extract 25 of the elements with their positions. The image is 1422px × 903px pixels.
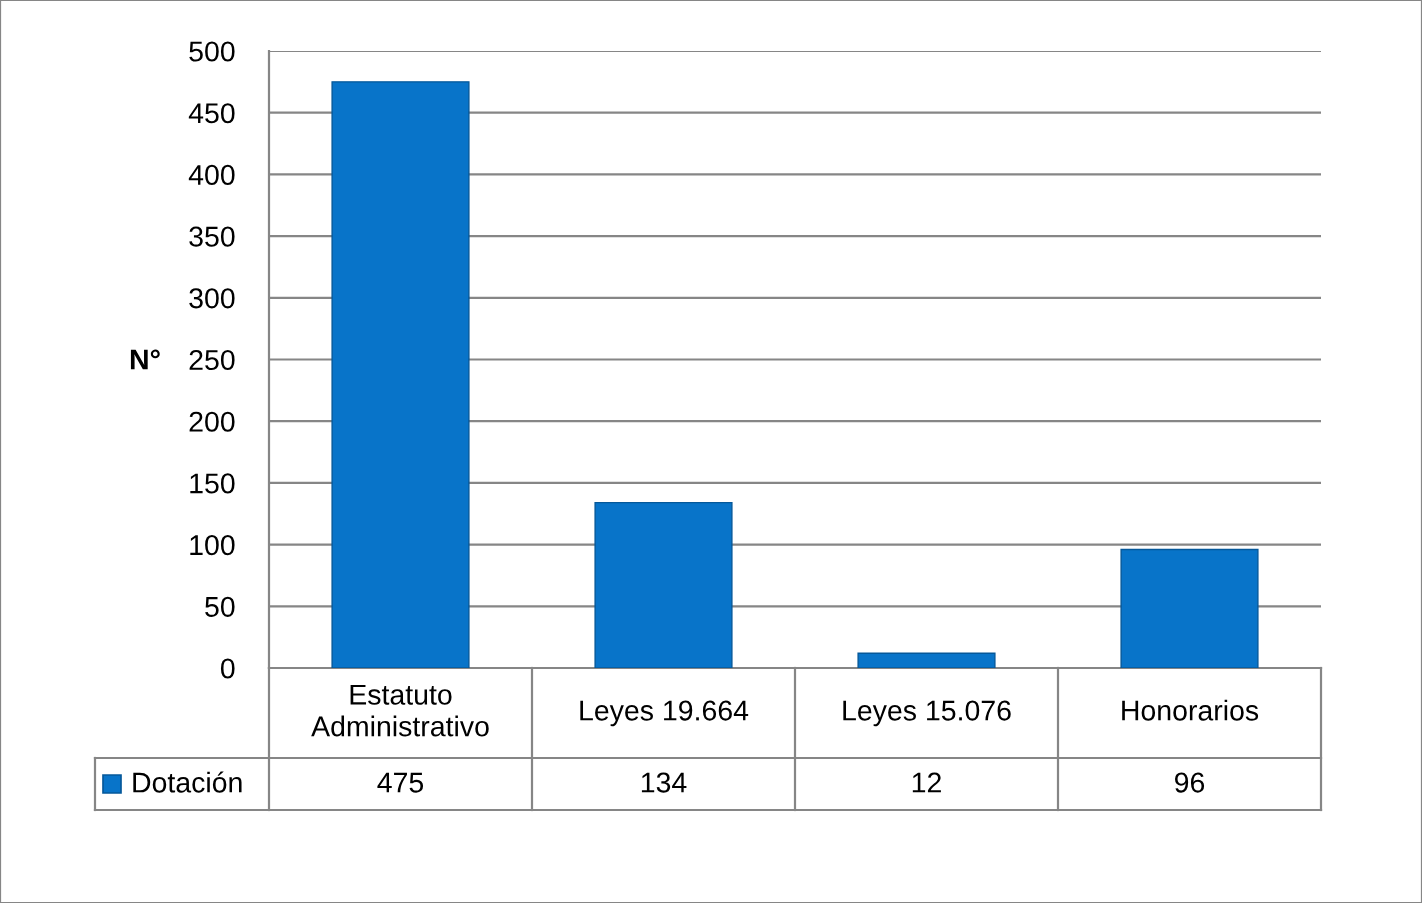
y-tick-label: 450 bbox=[188, 103, 235, 124]
y-tick-label: 100 bbox=[190, 535, 235, 556]
y-tick-label: 200 bbox=[189, 411, 235, 432]
y-tick-label: 50 bbox=[205, 596, 235, 617]
data-label: 12 bbox=[912, 772, 941, 793]
x-tick-label: Leyes 19.664 bbox=[580, 700, 749, 727]
bar bbox=[857, 652, 996, 668]
data-label: 96 bbox=[1175, 772, 1205, 793]
data-label: 475 bbox=[377, 772, 424, 793]
y-tick-label: 400 bbox=[188, 164, 235, 185]
x-tick-label: Leyes 15.076 bbox=[843, 700, 1011, 727]
x-tick-label: Honorarios bbox=[1122, 699, 1259, 721]
legend-label: Dotación bbox=[133, 771, 242, 793]
y-tick-label: 0 bbox=[220, 658, 235, 679]
bar bbox=[594, 501, 733, 668]
y-axis-title: N° bbox=[130, 349, 160, 370]
y-tick-label: 250 bbox=[189, 349, 235, 371]
bar bbox=[1120, 548, 1259, 668]
y-tick-label: 150 bbox=[190, 473, 235, 494]
y-tick-label: 300 bbox=[189, 288, 235, 309]
y-tick-label: 500 bbox=[189, 41, 235, 62]
x-tick-label: Estatuto Administrativo bbox=[311, 684, 489, 737]
data-label: 134 bbox=[641, 772, 687, 793]
y-tick-label: 350 bbox=[189, 226, 235, 247]
bar bbox=[331, 81, 470, 668]
